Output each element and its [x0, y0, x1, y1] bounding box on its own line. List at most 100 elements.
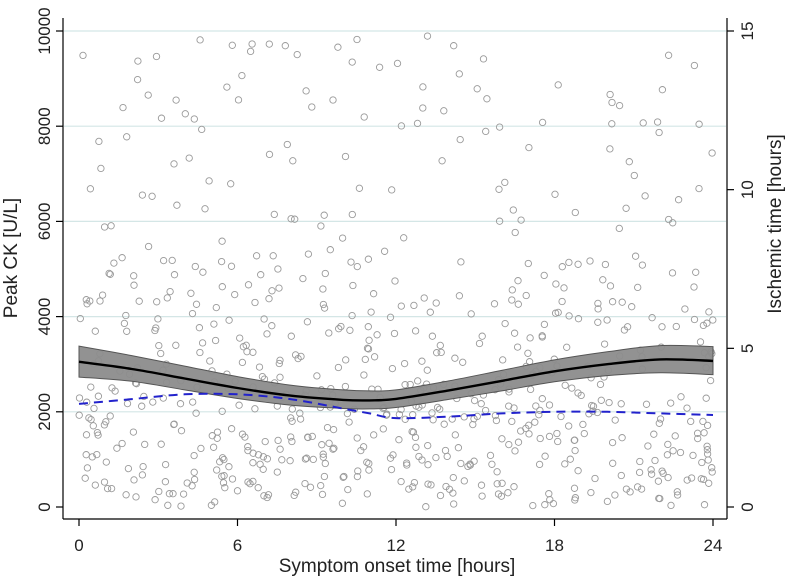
- data-point: [554, 81, 562, 89]
- data-point: [79, 51, 87, 60]
- data-point: [329, 96, 337, 104]
- data-point: [689, 451, 697, 460]
- data-point: [361, 355, 369, 364]
- data-point: [169, 490, 177, 498]
- y-tick-label: 4000: [35, 298, 54, 336]
- data-point: [320, 211, 328, 219]
- data-point: [609, 459, 617, 467]
- data-point: [541, 452, 549, 460]
- data-point: [574, 467, 582, 475]
- data-point: [129, 428, 138, 436]
- data-point: [166, 287, 174, 296]
- data-point: [532, 402, 540, 410]
- data-point: [257, 271, 265, 279]
- data-point: [669, 219, 677, 227]
- data-point: [360, 371, 368, 379]
- data-point: [457, 459, 465, 468]
- data-point: [504, 489, 512, 497]
- data-point: [469, 420, 477, 429]
- y-tick-label: 6000: [35, 202, 54, 240]
- data-point: [339, 473, 347, 481]
- data-point: [522, 424, 530, 433]
- data-point: [699, 417, 707, 426]
- data-point: [176, 400, 185, 408]
- data-point: [570, 436, 578, 444]
- data-point: [220, 472, 228, 480]
- data-point: [161, 478, 170, 486]
- data-point: [95, 137, 103, 146]
- data-point: [244, 478, 252, 486]
- data-point: [403, 461, 411, 469]
- data-point: [213, 466, 221, 474]
- data-point: [251, 405, 259, 413]
- data-point: [83, 300, 91, 308]
- data-point: [287, 332, 295, 340]
- data-point: [278, 456, 286, 464]
- data-point: [491, 411, 500, 420]
- data-point: [349, 281, 357, 290]
- data-point: [205, 177, 213, 185]
- data-point: [541, 501, 549, 509]
- data-point: [227, 180, 235, 188]
- x-tick-label: 18: [545, 536, 564, 555]
- data-point: [388, 364, 397, 373]
- data-point: [667, 399, 675, 407]
- data-point: [426, 308, 434, 316]
- data-point: [373, 331, 381, 339]
- data-point: [486, 451, 495, 460]
- data-point: [287, 414, 295, 422]
- data-point: [375, 63, 384, 71]
- data-point: [133, 75, 142, 84]
- y-tick-label: 10000: [35, 7, 54, 54]
- data-point: [342, 356, 350, 364]
- data-point: [338, 234, 347, 242]
- data-point: [218, 237, 226, 245]
- data-point: [276, 445, 284, 453]
- data-point: [409, 411, 417, 419]
- data-point: [353, 262, 361, 271]
- data-point: [87, 415, 95, 424]
- data-point: [441, 446, 450, 455]
- data-point: [318, 490, 327, 499]
- data-point: [120, 319, 129, 328]
- data-point: [227, 425, 236, 433]
- data-point: [90, 404, 98, 413]
- data-point: [634, 283, 642, 292]
- data-point: [269, 252, 277, 260]
- data-point: [82, 451, 90, 459]
- data-point: [433, 403, 442, 412]
- data-point: [493, 468, 501, 476]
- data-point: [561, 381, 569, 389]
- data-point: [509, 206, 517, 214]
- data-point: [557, 412, 565, 421]
- data-point: [704, 456, 712, 464]
- data-point: [672, 322, 680, 331]
- data-point: [611, 416, 619, 424]
- data-point: [206, 357, 214, 365]
- data-point: [664, 51, 673, 59]
- data-point: [690, 315, 699, 324]
- data-point: [628, 303, 636, 311]
- data-point: [630, 171, 638, 180]
- data-point: [189, 398, 197, 406]
- data-point: [276, 356, 284, 364]
- data-point: [606, 282, 615, 290]
- data-point: [107, 484, 116, 493]
- data-point: [438, 157, 446, 165]
- data-point: [246, 47, 255, 56]
- data-point: [153, 298, 161, 306]
- data-point: [524, 259, 532, 268]
- data-point: [551, 309, 560, 317]
- data-point: [122, 491, 130, 499]
- data-point: [288, 437, 296, 446]
- data-point: [633, 483, 642, 491]
- data-point: [514, 300, 522, 308]
- data-point: [697, 475, 705, 483]
- data-point: [659, 469, 667, 477]
- data-point: [326, 246, 334, 254]
- data-point: [577, 391, 585, 400]
- data-point: [317, 481, 325, 490]
- data-point: [124, 464, 133, 473]
- data-point: [603, 316, 611, 324]
- data-point: [100, 478, 109, 486]
